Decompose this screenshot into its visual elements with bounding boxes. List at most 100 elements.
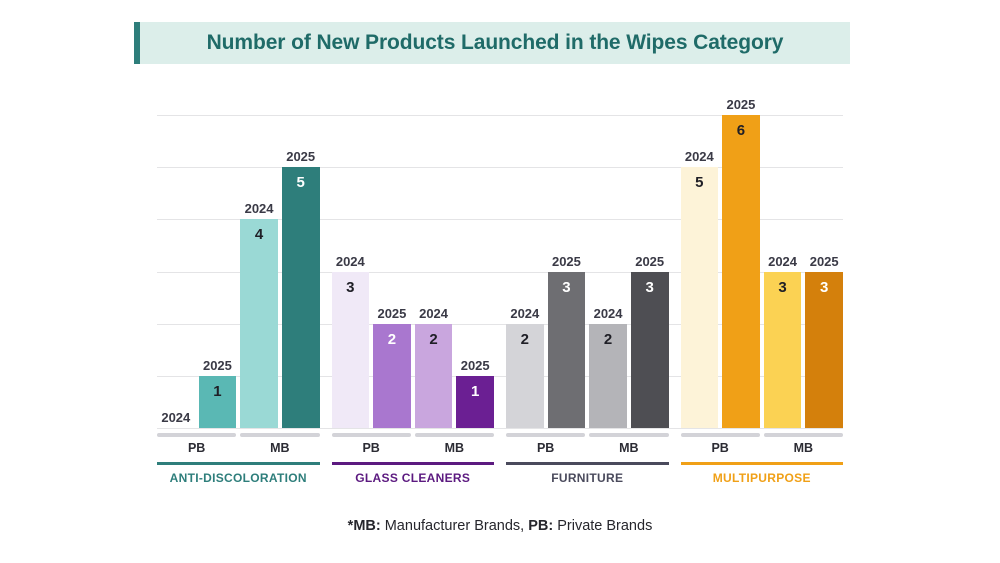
bar-year-label: 2024 bbox=[419, 305, 449, 321]
bar-slot[interactable]: 1 2025 bbox=[198, 60, 237, 428]
bar-slot[interactable]: 3 2025 bbox=[805, 60, 843, 428]
bar-slot[interactable]: 1 2025 bbox=[456, 60, 494, 428]
footnote-pb-text: Private Brands bbox=[553, 518, 653, 534]
title-band: Number of New Products Launched in the W… bbox=[140, 22, 850, 64]
category-label: MULTIPURPOSE bbox=[712, 471, 811, 485]
bar-value-label: 3 bbox=[820, 278, 829, 296]
bar-year-label: 2024 bbox=[593, 305, 623, 321]
bar-group: 2024 1 2025 4 2024 5 2025 bbox=[157, 60, 320, 428]
bar-value-label: 2 bbox=[520, 330, 529, 348]
bar[interactable] bbox=[331, 271, 370, 428]
bar[interactable] bbox=[763, 271, 802, 428]
chart-title-banner: Number of New Products Launched in the W… bbox=[134, 22, 850, 64]
brand-type-label: PB bbox=[187, 441, 206, 455]
bar-slot[interactable]: 3 2024 bbox=[763, 60, 802, 428]
gridline bbox=[157, 115, 843, 116]
bar-value-label: 5 bbox=[296, 174, 305, 192]
bar-year-label: 2025 bbox=[726, 97, 756, 112]
brand-type-label: MB bbox=[270, 441, 290, 455]
bar-slot[interactable]: 2024 bbox=[157, 60, 195, 428]
bar[interactable] bbox=[630, 271, 669, 428]
category-accent-rule bbox=[680, 462, 843, 465]
brand-type-rule bbox=[331, 433, 411, 437]
bar[interactable] bbox=[198, 375, 237, 428]
brand-type-label: PB bbox=[536, 441, 555, 455]
brand-type-label: MB bbox=[444, 441, 465, 455]
bar[interactable] bbox=[589, 323, 627, 428]
chart-plot-area bbox=[157, 115, 843, 429]
category-label: FURNITURE bbox=[551, 471, 624, 485]
bar[interactable] bbox=[506, 323, 544, 428]
footnote-pb-key: PB: bbox=[528, 518, 554, 534]
gridline bbox=[157, 167, 843, 169]
bar-group: 2 2024 3 2025 2 2024 3 2025 bbox=[506, 60, 669, 428]
bar-year-label: 2024 bbox=[510, 305, 540, 321]
bar-value-label: 5 bbox=[695, 174, 704, 192]
brand-type-label: MB bbox=[619, 441, 639, 455]
brand-type-label: MB bbox=[793, 441, 814, 455]
bar[interactable] bbox=[414, 323, 453, 428]
bar[interactable] bbox=[805, 271, 843, 428]
brand-type-rule bbox=[589, 433, 669, 437]
bar[interactable] bbox=[240, 219, 278, 428]
bar-year-label: 2025 bbox=[551, 253, 581, 269]
bar[interactable] bbox=[373, 323, 411, 428]
category-accent-rule bbox=[506, 462, 669, 465]
bar-year-label: 2024 bbox=[768, 253, 798, 269]
bar-value-label: 3 bbox=[645, 278, 654, 296]
page-title: Number of New Products Launched in the W… bbox=[206, 31, 784, 54]
brand-type-label: PB bbox=[711, 441, 729, 455]
bar-year-label: 2024 bbox=[244, 201, 274, 217]
footnote-mb-key: *MB: bbox=[347, 518, 381, 534]
gridline bbox=[157, 271, 843, 273]
bar-slot[interactable]: 5 2025 bbox=[281, 60, 320, 428]
bar[interactable] bbox=[722, 115, 760, 428]
chart-axis-layer: PB MB ANTI-DISCOLORATION PB MB GLASS CLEANERS… bbox=[157, 430, 843, 490]
bar-year-label: 2025 bbox=[377, 305, 407, 321]
bar-year-label: 2024 bbox=[335, 253, 365, 269]
bar-year-label: 2025 bbox=[635, 253, 665, 269]
bar-value-label: 1 bbox=[471, 382, 480, 400]
brand-type-rule bbox=[240, 433, 320, 437]
bar-slot[interactable]: 3 2025 bbox=[630, 60, 669, 428]
brand-type-rule bbox=[506, 433, 586, 437]
bar-year-label: 2025 bbox=[460, 357, 490, 373]
bar-slot[interactable]: 3 2025 bbox=[547, 60, 586, 428]
gridline bbox=[157, 323, 843, 325]
bar-value-label: 1 bbox=[213, 382, 222, 400]
bar-slot[interactable]: 2 2024 bbox=[414, 60, 453, 428]
title-accent-bar bbox=[134, 22, 140, 64]
brand-type-label: PB bbox=[362, 441, 380, 455]
category-label: GLASS CLEANERS bbox=[355, 471, 471, 485]
bar[interactable] bbox=[680, 167, 719, 428]
bar-slot[interactable]: 6 2025 bbox=[722, 60, 760, 428]
bar-year-label: 2025 bbox=[286, 149, 316, 165]
bar-value-label: 4 bbox=[254, 226, 264, 244]
bar-value-label: 3 bbox=[778, 278, 787, 296]
bar-value-label: 2 bbox=[603, 330, 613, 348]
bar-slot[interactable]: 3 2024 bbox=[331, 60, 370, 428]
category-accent-rule bbox=[157, 462, 320, 465]
bar[interactable] bbox=[456, 375, 494, 428]
bar[interactable] bbox=[281, 167, 320, 428]
bar-year-label: 2025 bbox=[202, 357, 232, 373]
bar[interactable] bbox=[547, 271, 586, 428]
bar-slot[interactable]: 2 2024 bbox=[589, 60, 627, 428]
bar-year-label: 2024 bbox=[161, 410, 191, 425]
bar-year-label: 2024 bbox=[684, 149, 714, 165]
category-accent-rule bbox=[331, 462, 494, 465]
gridline bbox=[157, 219, 843, 221]
bar-slot[interactable]: 2 2024 bbox=[506, 60, 544, 428]
category-label: ANTI-DISCOLORATION bbox=[169, 471, 307, 485]
chart-footnote: *MB: Manufacturer Brands, PB: Private Br… bbox=[0, 518, 1000, 534]
bar-slot[interactable]: 4 2024 bbox=[240, 60, 278, 428]
chart-bars-layer: 2024 1 2025 4 2024 5 2025 3 2024 2 2025 2 2024 1 2025 2… bbox=[157, 60, 843, 428]
bar-slot[interactable]: 2 2025 bbox=[373, 60, 411, 428]
footnote-mb-text: Manufacturer Brands, bbox=[380, 518, 529, 534]
bar-slot[interactable]: 5 2024 bbox=[680, 60, 719, 428]
gridline bbox=[157, 375, 843, 377]
gridline bbox=[157, 428, 843, 429]
brand-type-rule bbox=[414, 433, 494, 437]
brand-type-rule bbox=[680, 433, 760, 437]
brand-type-rule bbox=[763, 433, 843, 437]
